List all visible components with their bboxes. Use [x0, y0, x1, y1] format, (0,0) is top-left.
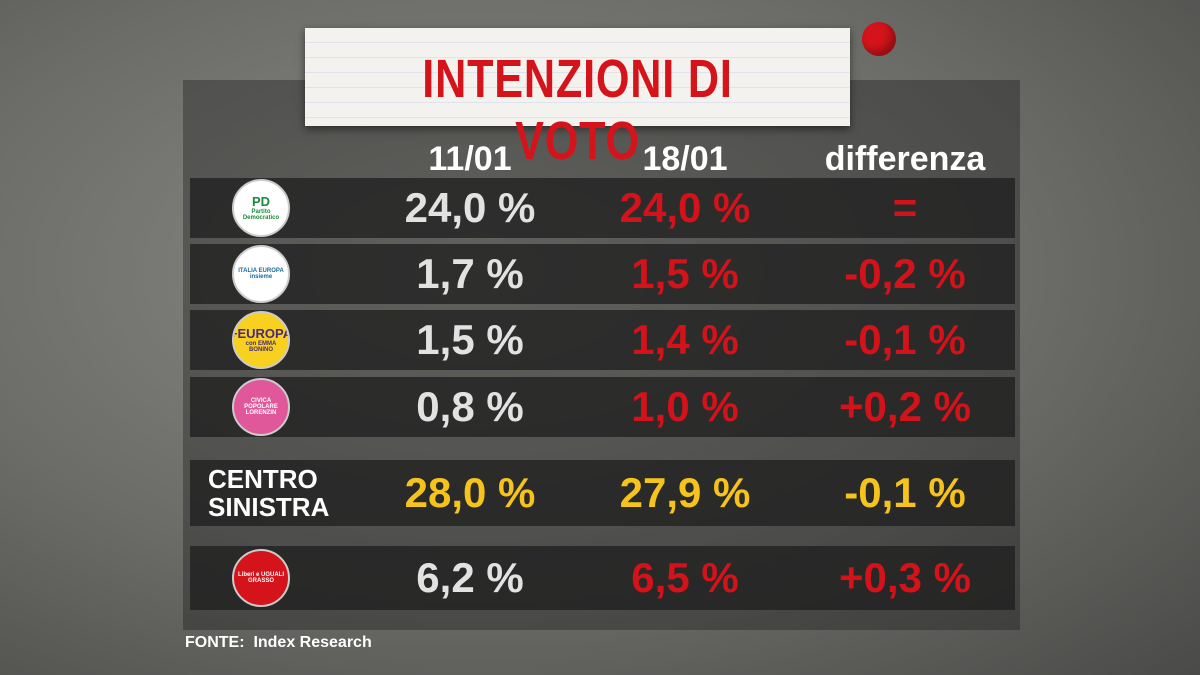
cell: 1,0 %	[631, 383, 739, 430]
title: INTENZIONI DI VOTO	[422, 49, 733, 171]
table-row: +EUROPA con EMMA BONINO 1,5 % 1,4 % -0,1 %	[190, 310, 1015, 370]
logo-text: Partito Democratico	[242, 208, 280, 221]
party-logo: PD Partito Democratico	[232, 179, 290, 237]
logo-text: insieme	[249, 274, 273, 280]
cell: 1,5 %	[416, 316, 524, 363]
cell: -0,1 %	[844, 469, 966, 516]
cell: -0,1 %	[844, 316, 966, 363]
logo-text: LORENZIN	[245, 410, 277, 417]
cell: 6,5 %	[631, 554, 739, 601]
table-row: Liberi e UGUALI GRASSO 6,2 % 6,5 % +0,3 %	[190, 546, 1015, 610]
party-logo: Liberi e UGUALI GRASSO	[232, 549, 290, 607]
table-row: ITALIA EUROPA insieme 1,7 % 1,5 % -0,2 %	[190, 244, 1015, 304]
logo-text: ITALIA EUROPA	[238, 267, 284, 274]
cell: 1,5 %	[631, 250, 739, 297]
row-label-line: CENTRO	[208, 464, 318, 494]
column-header: 11/01	[428, 140, 512, 178]
cell: +0,2 %	[839, 383, 971, 430]
party-logo: +EUROPA con EMMA BONINO	[232, 311, 290, 369]
table-row: PD Partito Democratico 24,0 % 24,0 % =	[190, 178, 1015, 238]
cell: 27,9 %	[619, 469, 751, 516]
cell: 28,0 %	[404, 469, 536, 516]
pin	[862, 22, 896, 56]
title-paper	[305, 28, 850, 126]
cell: 0,8 %	[416, 383, 524, 430]
cell: 24,0 %	[619, 184, 751, 231]
logo-text: +EUROPA	[232, 325, 290, 341]
column-header: differenza	[824, 140, 986, 178]
logo-text: PD	[251, 193, 271, 209]
row-label-line: SINISTRA	[208, 492, 330, 522]
source-label: FONTE:	[185, 634, 245, 651]
source-text: Index Research	[253, 634, 372, 651]
cell: 1,4 %	[631, 316, 739, 363]
cell: 6,2 %	[416, 554, 524, 601]
cell: 24,0 %	[404, 184, 536, 231]
source: FONTE: Index Research	[185, 634, 372, 652]
column-header: 18/01	[642, 140, 728, 178]
cell: +0,3 %	[839, 554, 971, 601]
party-logo: ITALIA EUROPA insieme	[232, 245, 290, 303]
table-row: CIVICA POPOLARE LORENZIN 0,8 % 1,0 % +0,2 %	[190, 377, 1015, 437]
logo-text: con EMMA BONINO	[245, 340, 277, 353]
row-label: CENTRO SINISTRA	[208, 465, 329, 521]
logo-text: GRASSO	[247, 578, 274, 584]
table-row: CENTRO SINISTRA 28,0 % 27,9 % -0,1 %	[190, 460, 1015, 526]
party-logo: CIVICA POPOLARE LORENZIN	[232, 378, 290, 436]
cell: -0,2 %	[844, 250, 966, 297]
cell: 1,7 %	[416, 250, 524, 297]
cell: =	[892, 184, 918, 231]
logo-text: Liberi e UGUALI	[237, 571, 284, 578]
logo-text: CIVICA POPOLARE	[244, 397, 278, 410]
